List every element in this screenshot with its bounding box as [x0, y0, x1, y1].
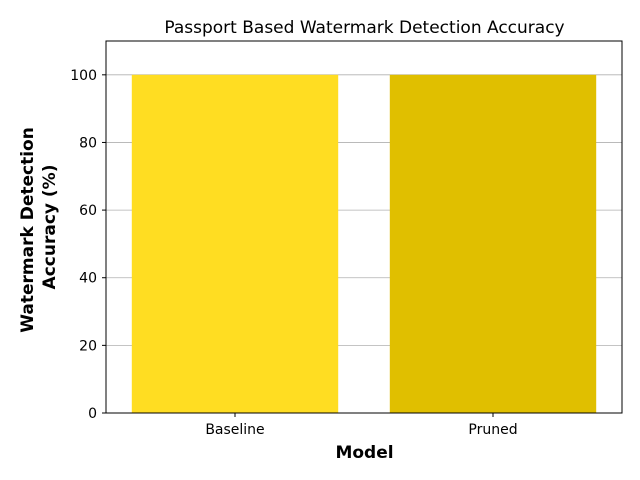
bars [131, 74, 597, 414]
y-tick-label: 100 [70, 68, 97, 84]
y-axis-label: Watermark Detection Accuracy (%) [18, 121, 60, 332]
plot-frame [105, 40, 623, 414]
y-tick-label: 60 [79, 203, 97, 219]
chart-title: Passport Based Watermark Detection Accur… [164, 18, 564, 38]
y-tick-label: 20 [79, 338, 97, 354]
y-tick-label: 80 [79, 135, 97, 151]
y-tick-label: 0 [88, 406, 97, 422]
y-tick-label: 40 [79, 271, 97, 287]
y-axis-label-line-2: Accuracy (%) [40, 165, 60, 290]
bar-pruned [389, 74, 597, 414]
y-axis-label-line-1: Watermark Detection [18, 127, 38, 333]
bar-baseline [131, 74, 339, 414]
x-axis-label: Model [335, 443, 393, 463]
y-axis-ticks: 0 20 40 60 80 100 [70, 68, 106, 422]
x-tick-label: Pruned [468, 422, 517, 438]
x-axis-ticks: Baseline Pruned [205, 413, 518, 438]
x-tick-label: Baseline [205, 422, 264, 438]
